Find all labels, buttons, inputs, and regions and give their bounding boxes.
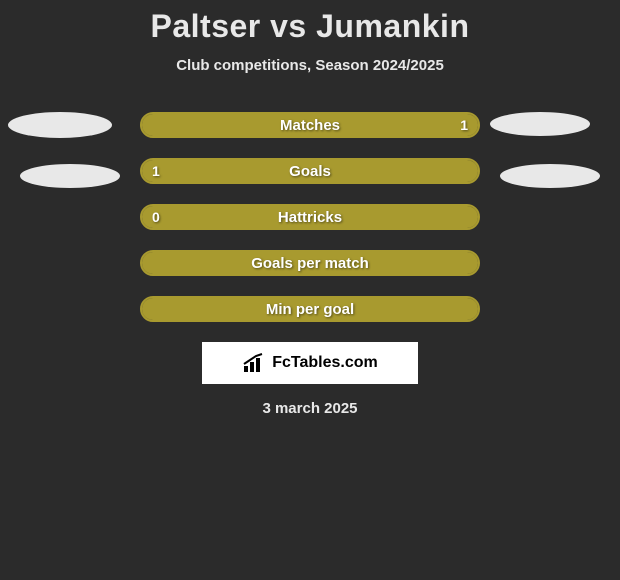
fctables-logo[interactable]: FcTables.com xyxy=(202,342,418,384)
logo-text: FcTables.com xyxy=(272,354,378,372)
stat-row-goals: 1 Goals xyxy=(140,158,480,184)
date-label: 3 march 2025 xyxy=(0,400,620,417)
bar-chart-icon xyxy=(242,352,268,374)
stat-label: Goals xyxy=(142,160,478,182)
page-title: Paltser vs Jumankin xyxy=(0,8,620,45)
stat-label: Hattricks xyxy=(142,206,478,228)
decorative-ellipse xyxy=(8,112,112,138)
stat-label: Min per goal xyxy=(142,298,478,320)
stat-value-right: 1 xyxy=(460,114,468,136)
stat-label: Matches xyxy=(142,114,478,136)
comparison-card: Paltser vs Jumankin Club competitions, S… xyxy=(0,0,620,417)
decorative-ellipse xyxy=(490,112,590,136)
stat-row-matches: Matches 1 xyxy=(140,112,480,138)
decorative-ellipse xyxy=(20,164,120,188)
decorative-ellipse xyxy=(500,164,600,188)
stat-label: Goals per match xyxy=(142,252,478,274)
stat-row-goals-per-match: Goals per match xyxy=(140,250,480,276)
stat-row-min-per-goal: Min per goal xyxy=(140,296,480,322)
subtitle: Club competitions, Season 2024/2025 xyxy=(0,57,620,74)
stat-row-hattricks: 0 Hattricks xyxy=(140,204,480,230)
stats-area: Matches 1 1 Goals 0 Hattricks Goals per … xyxy=(0,112,620,417)
